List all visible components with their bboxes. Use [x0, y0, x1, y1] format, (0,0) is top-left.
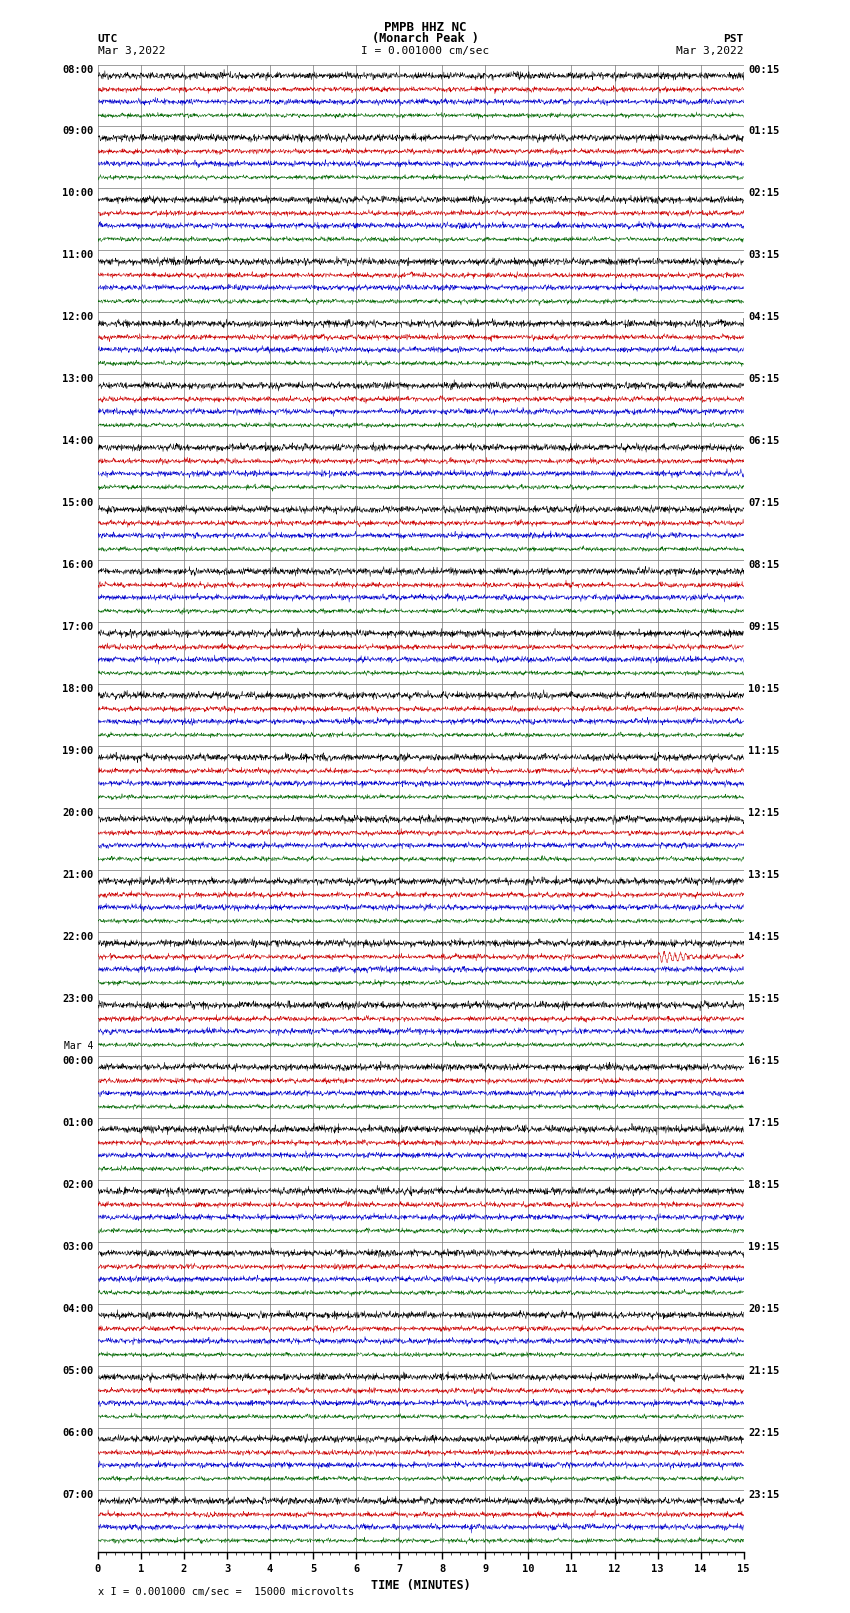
Text: 14:00: 14:00: [62, 436, 94, 447]
Text: 12:00: 12:00: [62, 313, 94, 323]
Text: 23:15: 23:15: [748, 1490, 779, 1500]
Text: 05:15: 05:15: [748, 374, 779, 384]
Text: 21:00: 21:00: [62, 869, 94, 881]
Text: Mar 3,2022: Mar 3,2022: [677, 47, 744, 56]
Text: 15:00: 15:00: [62, 498, 94, 508]
Text: 02:15: 02:15: [748, 189, 779, 198]
Text: 01:15: 01:15: [748, 126, 779, 137]
Text: 00:00: 00:00: [62, 1057, 94, 1066]
Text: 22:00: 22:00: [62, 932, 94, 942]
Text: 04:15: 04:15: [748, 313, 779, 323]
Text: 18:15: 18:15: [748, 1181, 779, 1190]
Text: 08:15: 08:15: [748, 560, 779, 571]
Text: I = 0.001000 cm/sec: I = 0.001000 cm/sec: [361, 47, 489, 56]
Text: 20:00: 20:00: [62, 808, 94, 818]
Text: 19:00: 19:00: [62, 747, 94, 756]
Text: 07:00: 07:00: [62, 1490, 94, 1500]
Text: 16:00: 16:00: [62, 560, 94, 571]
Text: Mar 3,2022: Mar 3,2022: [98, 47, 165, 56]
Text: 03:00: 03:00: [62, 1242, 94, 1252]
Text: 20:15: 20:15: [748, 1303, 779, 1315]
Text: 13:00: 13:00: [62, 374, 94, 384]
Text: 11:00: 11:00: [62, 250, 94, 260]
Text: PST: PST: [723, 34, 744, 44]
Text: 04:00: 04:00: [62, 1303, 94, 1315]
X-axis label: TIME (MINUTES): TIME (MINUTES): [371, 1579, 471, 1592]
Text: 00:15: 00:15: [748, 65, 779, 74]
Text: Mar 4: Mar 4: [64, 1040, 94, 1052]
Text: 06:00: 06:00: [62, 1428, 94, 1437]
Text: 09:15: 09:15: [748, 623, 779, 632]
Text: 02:00: 02:00: [62, 1181, 94, 1190]
Text: 10:15: 10:15: [748, 684, 779, 694]
Text: 10:00: 10:00: [62, 189, 94, 198]
Text: 03:15: 03:15: [748, 250, 779, 260]
Text: 13:15: 13:15: [748, 869, 779, 881]
Text: 05:00: 05:00: [62, 1366, 94, 1376]
Text: 22:15: 22:15: [748, 1428, 779, 1437]
Text: (Monarch Peak ): (Monarch Peak ): [371, 32, 479, 45]
Text: UTC: UTC: [98, 34, 118, 44]
Text: 23:00: 23:00: [62, 994, 94, 1003]
Text: 07:15: 07:15: [748, 498, 779, 508]
Text: 08:00: 08:00: [62, 65, 94, 74]
Text: 09:00: 09:00: [62, 126, 94, 137]
Text: 12:15: 12:15: [748, 808, 779, 818]
Text: 14:15: 14:15: [748, 932, 779, 942]
Text: 18:00: 18:00: [62, 684, 94, 694]
Text: 11:15: 11:15: [748, 747, 779, 756]
Text: 17:15: 17:15: [748, 1118, 779, 1127]
Text: 17:00: 17:00: [62, 623, 94, 632]
Text: 06:15: 06:15: [748, 436, 779, 447]
Text: 16:15: 16:15: [748, 1057, 779, 1066]
Text: 19:15: 19:15: [748, 1242, 779, 1252]
Text: PMPB HHZ NC: PMPB HHZ NC: [383, 21, 467, 34]
Text: 21:15: 21:15: [748, 1366, 779, 1376]
Text: 01:00: 01:00: [62, 1118, 94, 1127]
Text: 15:15: 15:15: [748, 994, 779, 1003]
Text: x I = 0.001000 cm/sec =  15000 microvolts: x I = 0.001000 cm/sec = 15000 microvolts: [98, 1587, 354, 1597]
